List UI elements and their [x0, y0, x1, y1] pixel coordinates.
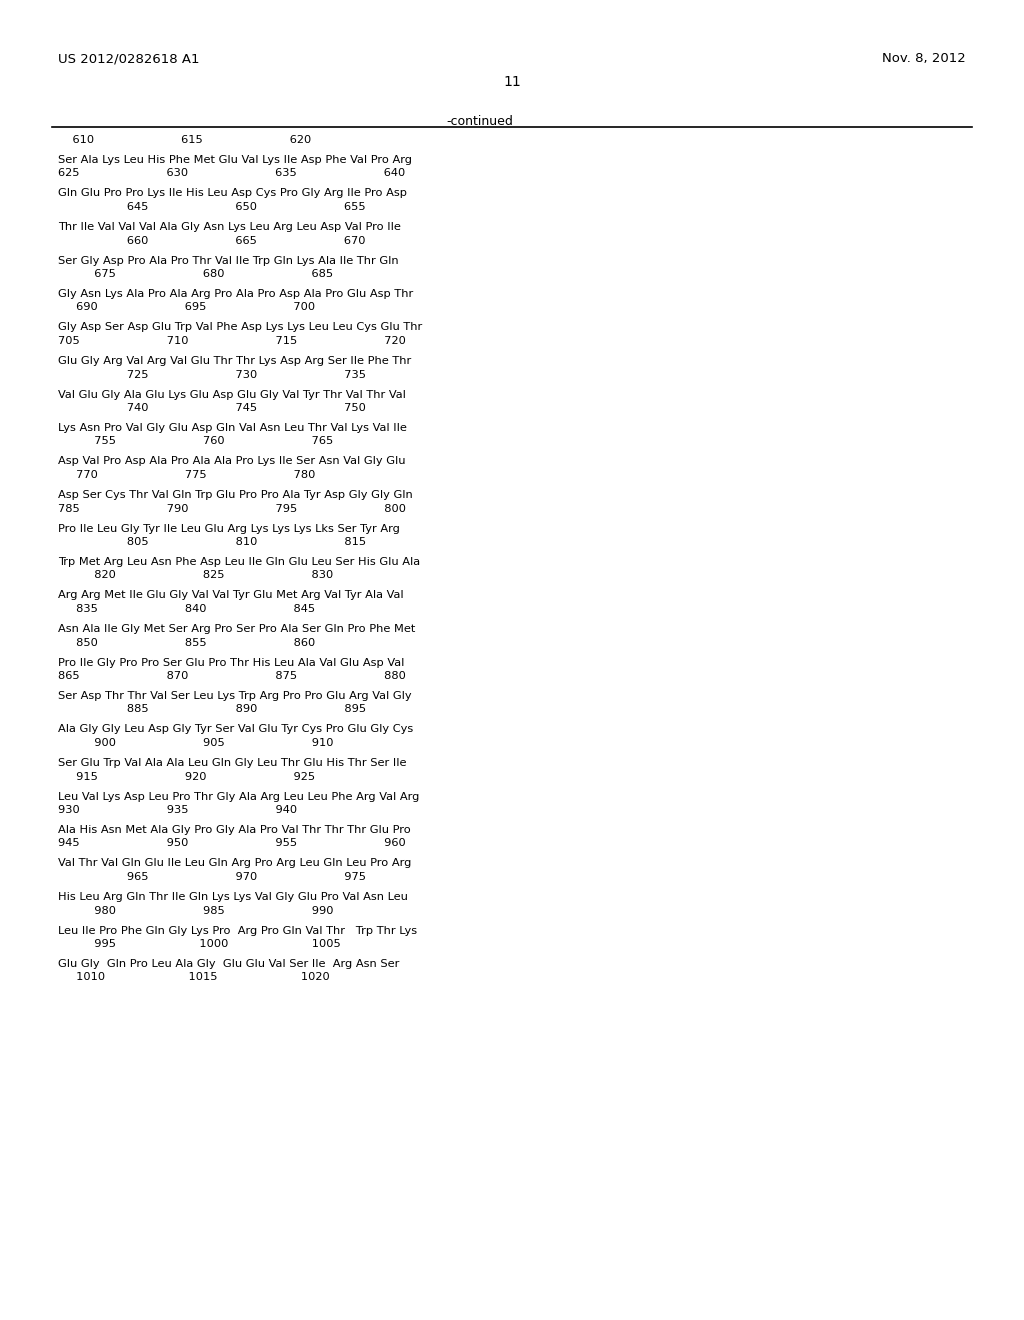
Text: 865                        870                        875                       : 865 870 875	[58, 671, 406, 681]
Text: 980                        985                        990: 980 985 990	[58, 906, 334, 916]
Text: 965                        970                        975: 965 970 975	[58, 873, 366, 882]
Text: 835                        840                        845: 835 840 845	[58, 605, 315, 614]
Text: Leu Val Lys Asp Leu Pro Thr Gly Ala Arg Leu Leu Phe Arg Val Arg: Leu Val Lys Asp Leu Pro Thr Gly Ala Arg …	[58, 792, 420, 801]
Text: 820                        825                        830: 820 825 830	[58, 570, 333, 581]
Text: 930                        935                        940: 930 935 940	[58, 805, 297, 814]
Text: Ala His Asn Met Ala Gly Pro Gly Ala Pro Val Thr Thr Thr Glu Pro: Ala His Asn Met Ala Gly Pro Gly Ala Pro …	[58, 825, 411, 836]
Text: Thr Ile Val Val Val Ala Gly Asn Lys Leu Arg Leu Asp Val Pro Ile: Thr Ile Val Val Val Ala Gly Asn Lys Leu …	[58, 222, 400, 232]
Text: Trp Met Arg Leu Asn Phe Asp Leu Ile Gln Glu Leu Ser His Glu Ala: Trp Met Arg Leu Asn Phe Asp Leu Ile Gln …	[58, 557, 420, 568]
Text: 805                        810                        815: 805 810 815	[58, 537, 367, 546]
Text: -continued: -continued	[446, 115, 513, 128]
Text: 770                        775                        780: 770 775 780	[58, 470, 315, 480]
Text: 610                        615                        620: 610 615 620	[58, 135, 311, 145]
Text: 705                        710                        715                       : 705 710 715	[58, 337, 406, 346]
Text: Val Glu Gly Ala Glu Lys Glu Asp Glu Gly Val Tyr Thr Val Thr Val: Val Glu Gly Ala Glu Lys Glu Asp Glu Gly …	[58, 389, 406, 400]
Text: Gln Glu Pro Pro Lys Ile His Leu Asp Cys Pro Gly Arg Ile Pro Asp: Gln Glu Pro Pro Lys Ile His Leu Asp Cys …	[58, 189, 407, 198]
Text: Ser Glu Trp Val Ala Ala Leu Gln Gly Leu Thr Glu His Thr Ser Ile: Ser Glu Trp Val Ala Ala Leu Gln Gly Leu …	[58, 758, 407, 768]
Text: Asn Ala Ile Gly Met Ser Arg Pro Ser Pro Ala Ser Gln Pro Phe Met: Asn Ala Ile Gly Met Ser Arg Pro Ser Pro …	[58, 624, 416, 634]
Text: Pro Ile Leu Gly Tyr Ile Leu Glu Arg Lys Lys Lys Lks Ser Tyr Arg: Pro Ile Leu Gly Tyr Ile Leu Glu Arg Lys …	[58, 524, 400, 533]
Text: 755                        760                        765: 755 760 765	[58, 437, 333, 446]
Text: 900                        905                        910: 900 905 910	[58, 738, 334, 748]
Text: 645                        650                        655: 645 650 655	[58, 202, 366, 213]
Text: Asp Ser Cys Thr Val Gln Trp Glu Pro Pro Ala Tyr Asp Gly Gly Gln: Asp Ser Cys Thr Val Gln Trp Glu Pro Pro …	[58, 490, 413, 500]
Text: 625                        630                        635                       : 625 630 635	[58, 169, 406, 178]
Text: Asp Val Pro Asp Ala Pro Ala Ala Pro Lys Ile Ser Asn Val Gly Glu: Asp Val Pro Asp Ala Pro Ala Ala Pro Lys …	[58, 457, 406, 466]
Text: Glu Gly  Gln Pro Leu Ala Gly  Glu Glu Val Ser Ile  Arg Asn Ser: Glu Gly Gln Pro Leu Ala Gly Glu Glu Val …	[58, 960, 399, 969]
Text: Ala Gly Gly Leu Asp Gly Tyr Ser Val Glu Tyr Cys Pro Glu Gly Cys: Ala Gly Gly Leu Asp Gly Tyr Ser Val Glu …	[58, 725, 414, 734]
Text: 945                        950                        955                       : 945 950 955	[58, 838, 406, 849]
Text: Ser Ala Lys Leu His Phe Met Glu Val Lys Ile Asp Phe Val Pro Arg: Ser Ala Lys Leu His Phe Met Glu Val Lys …	[58, 154, 412, 165]
Text: Leu Ile Pro Phe Gln Gly Lys Pro  Arg Pro Gln Val Thr   Trp Thr Lys: Leu Ile Pro Phe Gln Gly Lys Pro Arg Pro …	[58, 925, 417, 936]
Text: 11: 11	[503, 75, 521, 88]
Text: 660                        665                        670: 660 665 670	[58, 235, 366, 246]
Text: Arg Arg Met Ile Glu Gly Val Val Tyr Glu Met Arg Val Tyr Ala Val: Arg Arg Met Ile Glu Gly Val Val Tyr Glu …	[58, 590, 403, 601]
Text: Nov. 8, 2012: Nov. 8, 2012	[883, 51, 966, 65]
Text: Gly Asp Ser Asp Glu Trp Val Phe Asp Lys Lys Leu Leu Cys Glu Thr: Gly Asp Ser Asp Glu Trp Val Phe Asp Lys …	[58, 322, 422, 333]
Text: 675                        680                        685: 675 680 685	[58, 269, 333, 279]
Text: Lys Asn Pro Val Gly Glu Asp Gln Val Asn Leu Thr Val Lys Val Ile: Lys Asn Pro Val Gly Glu Asp Gln Val Asn …	[58, 422, 407, 433]
Text: 850                        855                        860: 850 855 860	[58, 638, 315, 648]
Text: 740                        745                        750: 740 745 750	[58, 403, 366, 413]
Text: US 2012/0282618 A1: US 2012/0282618 A1	[58, 51, 200, 65]
Text: 915                        920                        925: 915 920 925	[58, 771, 315, 781]
Text: 785                        790                        795                       : 785 790 795	[58, 503, 406, 513]
Text: Ser Asp Thr Thr Val Ser Leu Lys Trp Arg Pro Pro Glu Arg Val Gly: Ser Asp Thr Thr Val Ser Leu Lys Trp Arg …	[58, 690, 412, 701]
Text: 1010                       1015                       1020: 1010 1015 1020	[58, 973, 330, 982]
Text: Ser Gly Asp Pro Ala Pro Thr Val Ile Trp Gln Lys Ala Ile Thr Gln: Ser Gly Asp Pro Ala Pro Thr Val Ile Trp …	[58, 256, 398, 265]
Text: 690                        695                        700: 690 695 700	[58, 302, 315, 313]
Text: Pro Ile Gly Pro Pro Ser Glu Pro Thr His Leu Ala Val Glu Asp Val: Pro Ile Gly Pro Pro Ser Glu Pro Thr His …	[58, 657, 404, 668]
Text: Val Thr Val Gln Glu Ile Leu Gln Arg Pro Arg Leu Gln Leu Pro Arg: Val Thr Val Gln Glu Ile Leu Gln Arg Pro …	[58, 858, 412, 869]
Text: Glu Gly Arg Val Arg Val Glu Thr Thr Lys Asp Arg Ser Ile Phe Thr: Glu Gly Arg Val Arg Val Glu Thr Thr Lys …	[58, 356, 412, 366]
Text: Gly Asn Lys Ala Pro Ala Arg Pro Ala Pro Asp Ala Pro Glu Asp Thr: Gly Asn Lys Ala Pro Ala Arg Pro Ala Pro …	[58, 289, 414, 300]
Text: 885                        890                        895: 885 890 895	[58, 705, 367, 714]
Text: 725                        730                        735: 725 730 735	[58, 370, 366, 380]
Text: 995                       1000                       1005: 995 1000 1005	[58, 939, 341, 949]
Text: His Leu Arg Gln Thr Ile Gln Lys Lys Val Gly Glu Pro Val Asn Leu: His Leu Arg Gln Thr Ile Gln Lys Lys Val …	[58, 892, 408, 902]
